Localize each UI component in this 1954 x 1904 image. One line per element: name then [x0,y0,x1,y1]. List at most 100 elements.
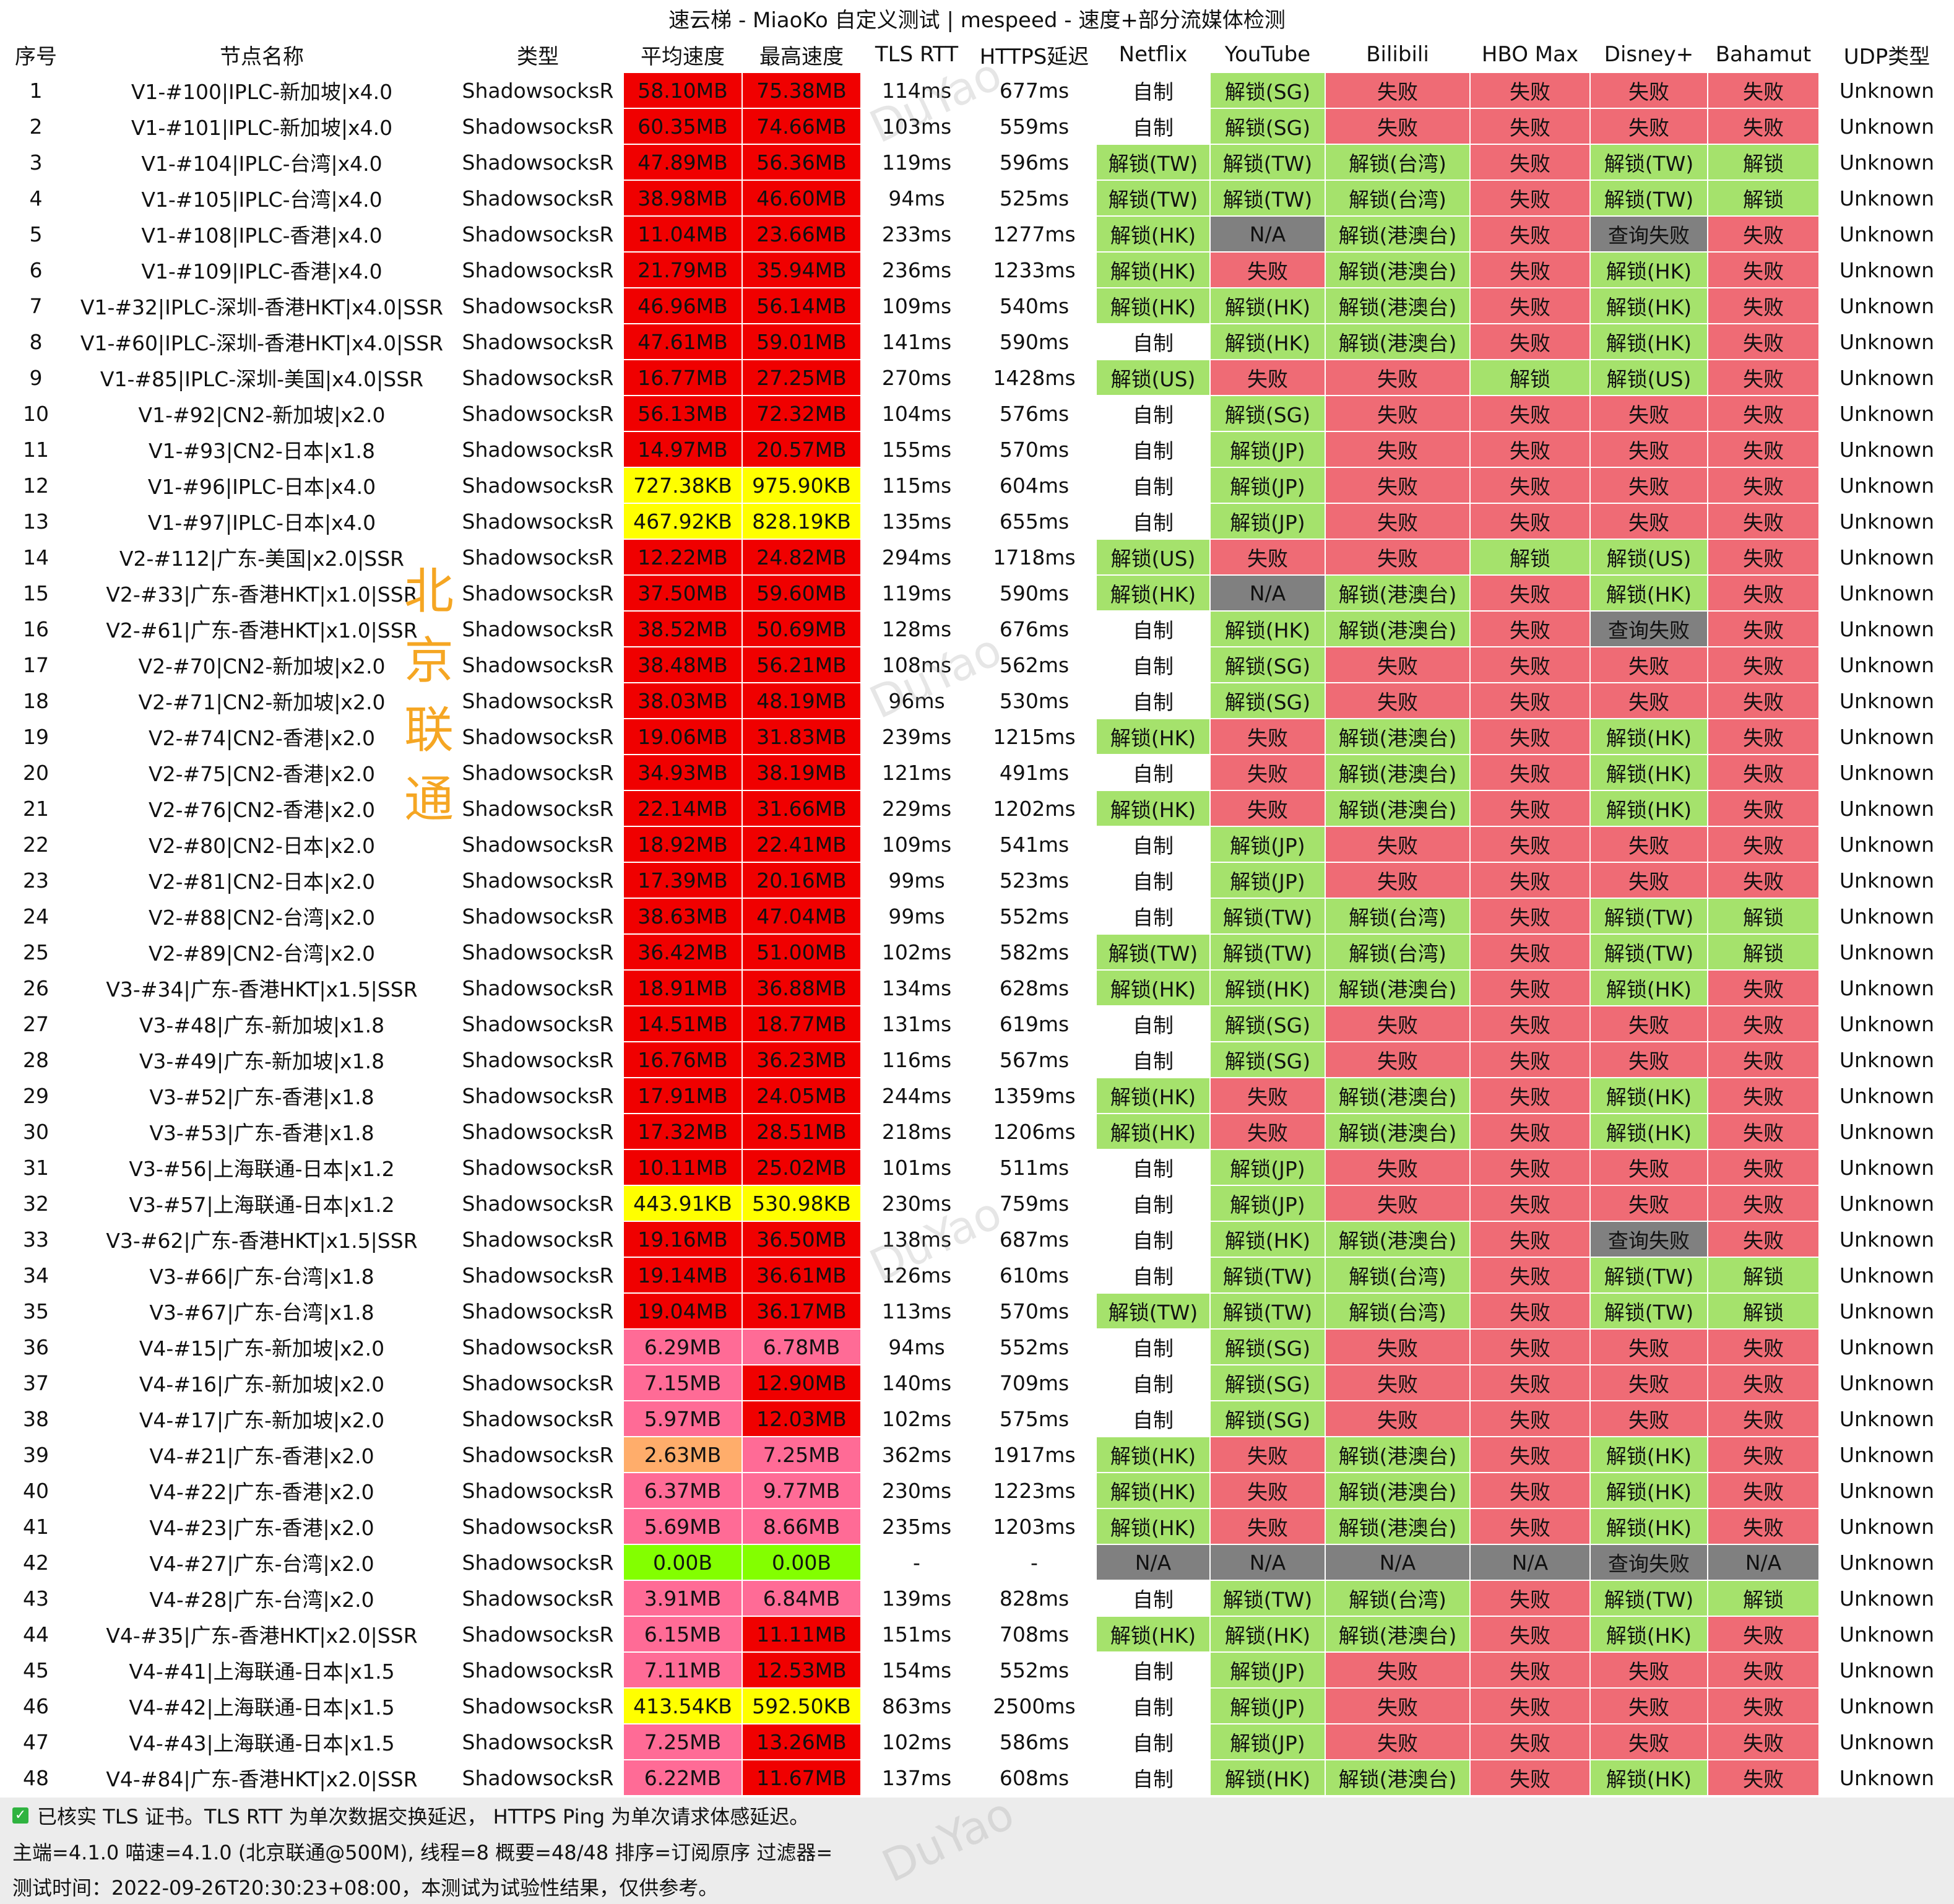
cell-https-delay: - [972,1544,1097,1581]
cell-node-name: V4-#35|广东-香港HKT|x2.0|SSR [71,1616,453,1653]
cell-index: 25 [0,933,72,971]
cell-hbo-max: 失败 [1469,1113,1591,1150]
cell-youtube: 失败 [1209,1508,1326,1545]
cell-max-speed: 27.25MB [741,359,862,396]
cell-netflix: 自制 [1096,1580,1211,1617]
cell-index: 37 [0,1364,72,1401]
cell-index: 40 [0,1472,72,1509]
cell-avg-speed: 7.15MB [623,1364,743,1401]
cell-index: 12 [0,467,72,504]
header-youtube[interactable]: YouTube [1209,36,1326,73]
header-https-delay[interactable]: HTTPS延迟 [972,36,1097,73]
cell-netflix: 自制 [1096,646,1211,683]
cell-youtube: 解锁(TW) [1209,1580,1326,1617]
header-tls-rtt[interactable]: TLS RTT [860,36,973,73]
cell-node-name: V1-#104|IPLC-台湾|x4.0 [71,144,453,181]
cell-udp-type: Unknown [1818,1723,1954,1760]
cell-tls-rtt: 137ms [860,1759,973,1796]
table-row: 24 V2-#88|CN2-台湾|x2.0 ShadowsocksR 38.63MB 4… [0,898,1954,935]
table-row: 18 V2-#71|CN2-新加坡|x2.0 ShadowsocksR 38.03MB… [0,682,1954,719]
header-netflix[interactable]: Netflix [1096,36,1211,73]
cell-disney-plus: 解锁(HK) [1589,323,1708,360]
cell-type: ShadowsocksR [452,467,624,504]
cell-tls-rtt: 119ms [860,574,973,612]
cell-tls-rtt: 113ms [860,1292,973,1330]
cell-max-speed: 46.60MB [741,180,862,217]
cell-https-delay: 596ms [972,144,1097,181]
cell-max-speed: 38.19MB [741,754,862,791]
cell-netflix: 自制 [1096,1687,1211,1724]
cell-netflix: 自制 [1096,1364,1211,1401]
cell-bilibili: 失败 [1325,539,1471,576]
cell-bahamut: 解锁 [1707,1292,1820,1330]
header-udp-type[interactable]: UDP类型 [1818,36,1954,73]
cell-https-delay: 491ms [972,754,1097,791]
cell-disney-plus: 失败 [1589,1149,1708,1186]
cell-avg-speed: 19.16MB [623,1221,743,1258]
cell-hbo-max: 失败 [1469,790,1591,827]
header-max-speed[interactable]: 最高速度 [741,36,862,73]
cell-node-name: V2-#88|CN2-台湾|x2.0 [71,898,453,935]
cell-netflix: 自制 [1096,1723,1211,1760]
cell-tls-rtt: 218ms [860,1113,973,1150]
cell-node-name: V1-#93|CN2-日本|x1.8 [71,431,453,468]
cell-bilibili: 失败 [1325,1149,1471,1186]
cell-node-name: V4-#42|上海联通-日本|x1.5 [71,1687,453,1724]
header-index[interactable]: 序号 [0,36,72,73]
cell-hbo-max: 失败 [1469,933,1591,971]
cell-max-speed: 20.57MB [741,431,862,468]
header-hbo-max[interactable]: HBO Max [1469,36,1591,73]
cell-https-delay: 562ms [972,646,1097,683]
cell-disney-plus: 失败 [1589,1400,1708,1437]
cell-https-delay: 540ms [972,287,1097,324]
cell-tls-rtt: 109ms [860,287,973,324]
header-disney-plus[interactable]: Disney+ [1589,36,1708,73]
header-node-name[interactable]: 节点名称 [71,36,453,73]
cell-type: ShadowsocksR [452,1005,624,1042]
cell-udp-type: Unknown [1818,826,1954,863]
cell-index: 5 [0,215,72,253]
cell-youtube: 解锁(SG) [1209,1328,1326,1365]
cell-node-name: V1-#92|CN2-新加坡|x2.0 [71,395,453,432]
cell-node-name: V1-#96|IPLC-日本|x4.0 [71,467,453,504]
header-avg-speed[interactable]: 平均速度 [623,36,743,73]
cell-hbo-max: 失败 [1469,898,1591,935]
cell-node-name: V1-#101|IPLC-新加坡|x4.0 [71,108,453,145]
cell-max-speed: 12.03MB [741,1400,862,1437]
footer-note-text: 已核实 TLS 证书。TLS RTT 为单次数据交换延迟， HTTPS Ping… [37,1805,810,1828]
cell-node-name: V2-#76|CN2-香港|x2.0 [71,790,453,827]
cell-netflix: 解锁(HK) [1096,287,1211,324]
cell-max-speed: 51.00MB [741,933,862,971]
cell-bahamut: 失败 [1707,1005,1820,1042]
cell-netflix: 解锁(TW) [1096,1292,1211,1330]
cell-bahamut: 失败 [1707,969,1820,1006]
header-bilibili[interactable]: Bilibili [1325,36,1471,73]
cell-youtube: 解锁(TW) [1209,144,1326,181]
cell-avg-speed: 60.35MB [623,108,743,145]
cell-https-delay: 525ms [972,180,1097,217]
cell-node-name: V4-#43|上海联通-日本|x1.5 [71,1723,453,1760]
cell-bilibili: 解锁(港澳台) [1325,754,1471,791]
cell-youtube: 解锁(JP) [1209,1149,1326,1186]
cell-node-name: V3-#62|广东-香港HKT|x1.5|SSR [71,1221,453,1258]
cell-bilibili: 解锁(港澳台) [1325,1472,1471,1509]
cell-netflix: 自制 [1096,1257,1211,1294]
cell-bilibili: 解锁(台湾) [1325,1580,1471,1617]
cell-avg-speed: 38.03MB [623,682,743,719]
header-type[interactable]: 类型 [452,36,624,73]
cell-index: 10 [0,395,72,432]
cell-bilibili: 解锁(港澳台) [1325,574,1471,612]
table-row: 4 V1-#105|IPLC-台湾|x4.0 ShadowsocksR 38.98MB… [0,180,1954,217]
cell-avg-speed: 7.11MB [623,1651,743,1689]
cell-max-speed: 7.25MB [741,1436,862,1473]
cell-tls-rtt: 114ms [860,72,973,109]
table-row: 20 V2-#75|CN2-香港|x2.0 ShadowsocksR 34.93MB 3… [0,754,1954,791]
cell-https-delay: 552ms [972,1651,1097,1689]
cell-netflix: 解锁(HK) [1096,215,1211,253]
table-row: 12 V1-#96|IPLC-日本|x4.0 ShadowsocksR 727.38K… [0,467,1954,504]
header-bahamut[interactable]: Bahamut [1707,36,1820,73]
cell-tls-rtt: 126ms [860,1257,973,1294]
cell-bahamut: 解锁 [1707,933,1820,971]
cell-https-delay: 590ms [972,574,1097,612]
cell-netflix: N/A [1096,1544,1211,1581]
